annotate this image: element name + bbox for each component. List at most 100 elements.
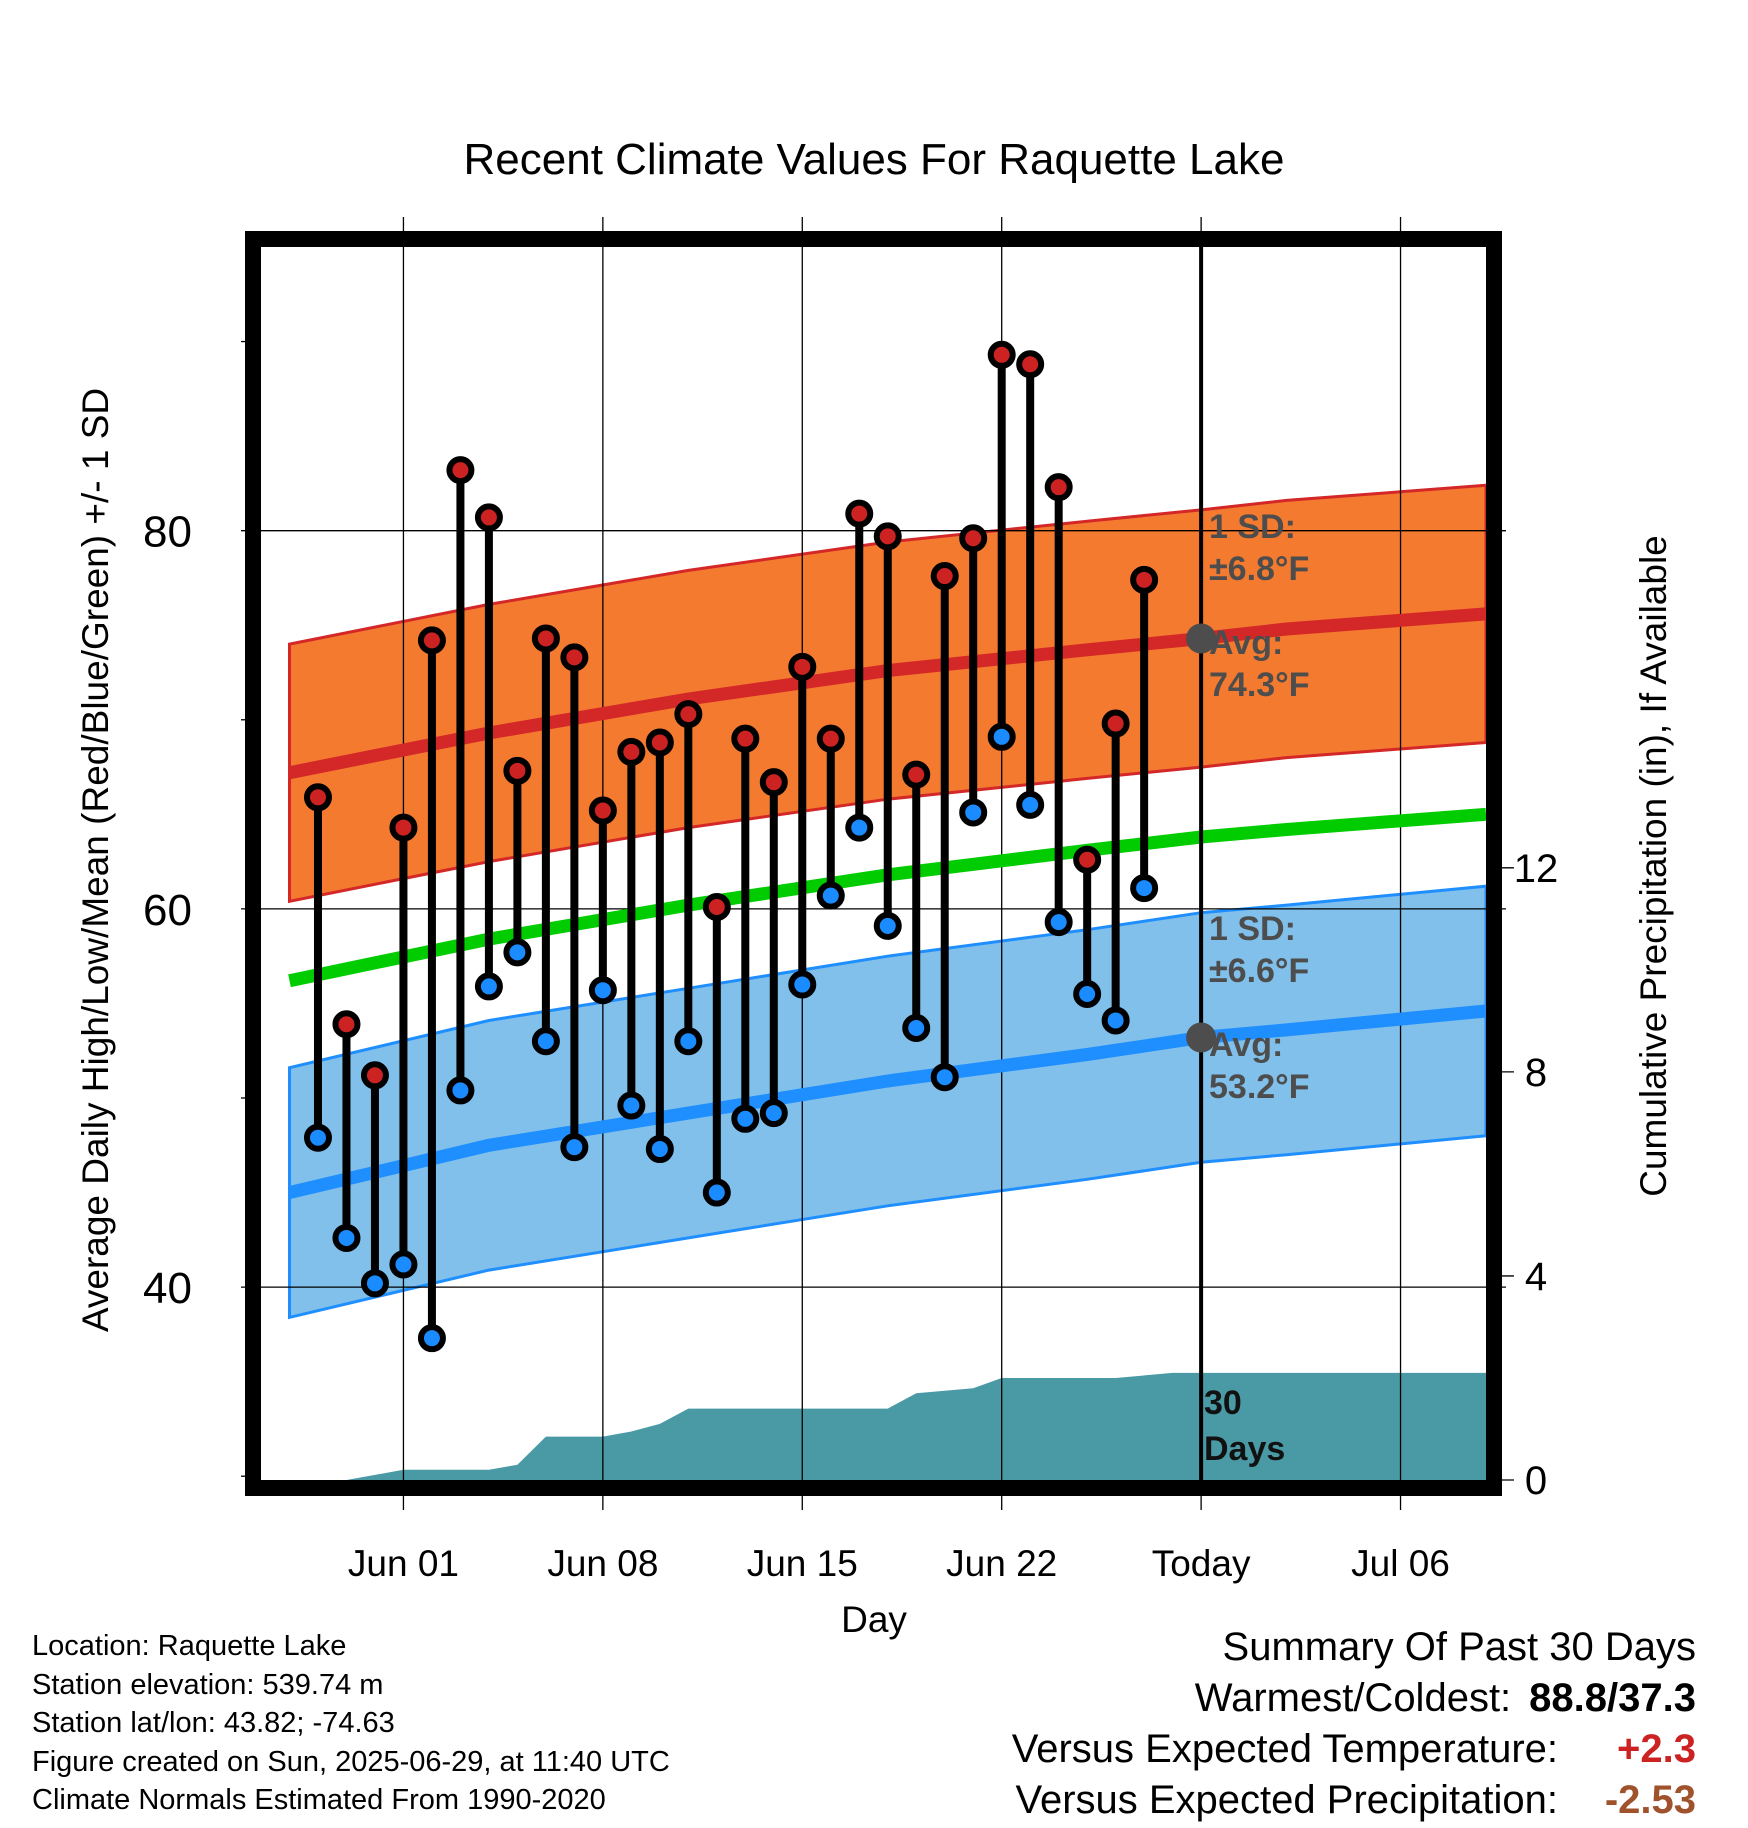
- station-elevation: Station elevation: 539.74 m: [32, 1668, 384, 1701]
- x-tick-label-jun-08: Jun 08: [547, 1543, 658, 1584]
- daily-low-point: [503, 938, 532, 967]
- daily-low-point: [816, 881, 845, 910]
- daily-range-2025-05-29: [303, 783, 332, 1152]
- daily-low-point: [588, 976, 617, 1005]
- daily-range-2025-06-03: [446, 456, 475, 1105]
- daily-high-point: [560, 643, 589, 672]
- daily-high-point: [617, 737, 646, 766]
- y2-tick-label-0: 0: [1525, 1459, 1547, 1503]
- x-axis-label: Day: [841, 1599, 907, 1640]
- daily-high-point: [902, 760, 931, 789]
- figure-created: Figure created on Sun, 2025-06-29, at 11…: [32, 1745, 670, 1778]
- days-label-line2: Days: [1204, 1430, 1285, 1468]
- days-label-line1: 30: [1204, 1384, 1242, 1422]
- plot-area: [241, 217, 1506, 1510]
- daily-high-point: [645, 728, 674, 757]
- x-tick-label-today: Today: [1152, 1543, 1251, 1584]
- daily-low-point: [902, 1014, 931, 1043]
- daily-high-point: [446, 456, 475, 485]
- daily-range-2025-06-19: [902, 760, 931, 1043]
- y2-axis-label: Cumulative Precipitation (in), If Availa…: [1633, 535, 1674, 1197]
- daily-low-point: [531, 1027, 560, 1056]
- low-sd-label: 1 SD:: [1209, 910, 1296, 948]
- daily-low-point: [930, 1063, 959, 1092]
- precipitation-label: Versus Expected Precipitation:: [1015, 1778, 1558, 1822]
- daily-range-2025-06-06: [531, 624, 560, 1056]
- daily-range-2025-06-18: [873, 522, 902, 940]
- daily-low-point: [417, 1324, 446, 1353]
- daily-low-point: [446, 1076, 475, 1105]
- daily-high-point: [987, 340, 1016, 369]
- daily-low-point: [1044, 908, 1073, 937]
- daily-high-point: [1101, 709, 1130, 738]
- normals-period: Climate Normals Estimated From 1990-2020: [32, 1784, 606, 1816]
- daily-range-2025-06-07: [560, 643, 589, 1162]
- high-sd-label: 1 SD:: [1209, 508, 1296, 546]
- high-avg-value: 74.3°F: [1209, 666, 1310, 704]
- y2-tick-label-8: 8: [1525, 1051, 1547, 1095]
- daily-range-2025-06-02: [417, 626, 446, 1353]
- y2-tick-label-12: 12: [1514, 847, 1559, 891]
- daily-range-2025-06-10: [645, 728, 674, 1164]
- today-high-avg-marker: [1186, 623, 1217, 654]
- daily-high-point: [930, 562, 959, 591]
- daily-high-point: [702, 892, 731, 921]
- daily-high-point: [360, 1061, 389, 1090]
- normal-mean-line: [288, 807, 1487, 988]
- daily-high-point: [959, 524, 988, 553]
- y-tick-label-80: 80: [143, 508, 192, 557]
- daily-high-point: [531, 624, 560, 653]
- daily-high-point: [503, 756, 532, 785]
- daily-range-2025-06-22: [987, 340, 1016, 751]
- daily-range-2025-06-20: [930, 562, 959, 1092]
- y2-tick-label-4: 4: [1525, 1255, 1547, 1299]
- daily-high-point: [788, 652, 817, 681]
- summary-panel: Summary Of Past 30 Days Warmest/Coldest:…: [1012, 1622, 1696, 1826]
- normal-high-line: [288, 607, 1487, 780]
- daily-low-point: [1101, 1006, 1130, 1035]
- daily-low-point: [702, 1178, 731, 1207]
- daily-high-point: [303, 783, 332, 812]
- x-tick-label-jun-01: Jun 01: [348, 1543, 459, 1584]
- daily-range-2025-06-08: [588, 796, 617, 1005]
- daily-low-point: [645, 1135, 674, 1164]
- normal-low-line: [287, 1004, 1487, 1199]
- daily-high-point: [816, 724, 845, 753]
- daily-range-2025-06-09: [617, 737, 646, 1120]
- daily-range-2025-06-13: [731, 724, 760, 1133]
- daily-low-point: [1016, 790, 1045, 819]
- daily-high-point: [845, 499, 874, 528]
- precipitation-departure-value: -2.53: [1604, 1778, 1696, 1822]
- daily-high-point: [759, 768, 788, 797]
- daily-high-point: [1016, 350, 1045, 379]
- daily-range-2025-06-27: [1130, 565, 1159, 903]
- plot-frame: [245, 231, 1502, 1496]
- daily-high-point: [1044, 473, 1073, 502]
- daily-high-point: [674, 700, 703, 729]
- daily-low-point: [1073, 979, 1102, 1008]
- daily-range-2025-06-05: [503, 756, 532, 967]
- daily-low-point: [1130, 874, 1159, 903]
- daily-low-point: [959, 798, 988, 827]
- daily-low-point: [731, 1104, 760, 1133]
- x-tick-label-jun-22: Jun 22: [946, 1543, 1057, 1584]
- high-sd-value: ±6.8°F: [1209, 550, 1309, 588]
- daily-high-point: [1073, 845, 1102, 874]
- daily-range-2025-06-24: [1044, 473, 1073, 937]
- high-avg-label: Avg:: [1209, 624, 1283, 662]
- temperature-label: Versus Expected Temperature:: [1011, 1727, 1558, 1771]
- daily-low-point: [788, 970, 817, 999]
- daily-low-point: [389, 1250, 418, 1279]
- daily-low-point: [360, 1269, 389, 1298]
- daily-low-point: [332, 1223, 361, 1252]
- station-location: Location: Raquette Lake: [32, 1630, 347, 1662]
- warmest-coldest-value: 88.8/37.3: [1529, 1676, 1696, 1720]
- daily-low-point: [845, 813, 874, 842]
- daily-range-2025-05-30: [332, 1010, 361, 1252]
- daily-high-point: [474, 503, 503, 532]
- summary-warmest-coldest: Warmest/Coldest: 88.8/37.3: [1012, 1673, 1696, 1724]
- temperature-departure-value: +2.3: [1617, 1727, 1696, 1771]
- warmest-coldest-label: Warmest/Coldest:: [1194, 1676, 1512, 1720]
- daily-values-layer: [303, 340, 1159, 1353]
